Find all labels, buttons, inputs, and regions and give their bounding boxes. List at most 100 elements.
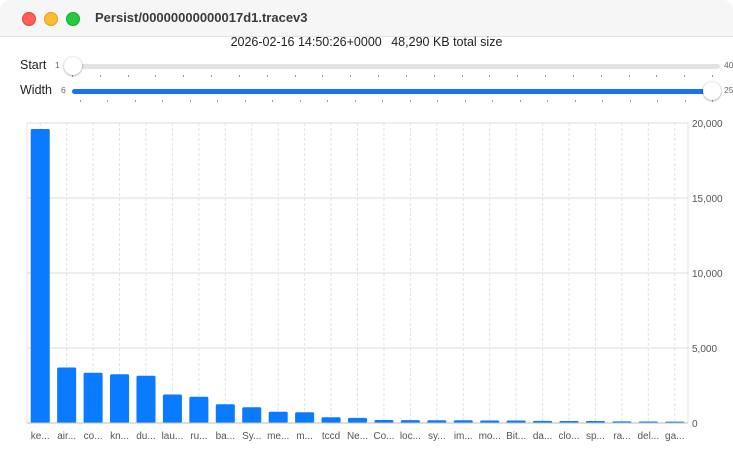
bar bbox=[30, 129, 50, 423]
bar bbox=[162, 394, 182, 423]
bar bbox=[110, 374, 130, 423]
slider-tick bbox=[134, 100, 136, 102]
bar bbox=[189, 396, 209, 423]
file-total-size: 48,290 KB total size bbox=[391, 35, 503, 49]
slider-tick bbox=[437, 100, 439, 102]
x-tick-label: da... bbox=[533, 431, 552, 442]
slider-tick bbox=[409, 100, 411, 102]
slider-tick bbox=[464, 100, 466, 102]
slider-tick bbox=[189, 100, 191, 102]
x-tick-label: Ne... bbox=[347, 431, 368, 442]
slider-tick bbox=[378, 75, 380, 77]
bar bbox=[215, 404, 235, 423]
x-tick-label: loc... bbox=[400, 431, 421, 442]
x-tick-label: ru... bbox=[190, 431, 207, 442]
x-tick-label: co... bbox=[84, 431, 103, 442]
slider-tick bbox=[628, 75, 630, 77]
bar bbox=[453, 420, 473, 423]
file-timestamp: 2026-02-16 14:50:26+0000 bbox=[230, 35, 382, 49]
slider-tick bbox=[327, 100, 329, 102]
slider-tick bbox=[244, 100, 246, 102]
slider-tick bbox=[492, 100, 494, 102]
start-slider-ticks bbox=[0, 75, 733, 78]
minimize-window-button[interactable] bbox=[44, 12, 58, 26]
file-info: 2026-02-16 14:50:26+0000 48,290 KB total… bbox=[0, 35, 733, 49]
width-slider-thumb[interactable] bbox=[703, 82, 721, 100]
slider-tick bbox=[266, 75, 268, 77]
slider-tick bbox=[547, 100, 549, 102]
width-slider-row: Width 6 25 bbox=[0, 80, 733, 102]
slider-tick bbox=[712, 100, 713, 102]
width-slider-ticks bbox=[0, 100, 733, 103]
slider-tick bbox=[489, 75, 491, 77]
slider-tick bbox=[127, 75, 129, 77]
slider-tick bbox=[99, 75, 101, 77]
x-tick-label: ga... bbox=[665, 431, 684, 442]
title-bar: Persist/00000000000017d1.tracev3 bbox=[0, 0, 733, 37]
bar bbox=[400, 420, 420, 423]
x-tick-label: clo... bbox=[558, 431, 579, 442]
slider-tick bbox=[382, 100, 384, 102]
bar bbox=[480, 420, 500, 423]
slider-tick bbox=[162, 100, 164, 102]
x-tick-label: tccd bbox=[322, 431, 340, 442]
slider-tick bbox=[238, 75, 240, 77]
slider-tick bbox=[433, 75, 435, 77]
y-tick-label: 10,000 bbox=[692, 269, 723, 280]
slider-tick bbox=[656, 75, 658, 77]
slider-tick bbox=[294, 75, 296, 77]
slider-tick bbox=[80, 100, 81, 102]
slider-tick bbox=[600, 75, 602, 77]
x-tick-label: kn... bbox=[110, 431, 129, 442]
x-tick-label: lau... bbox=[162, 431, 184, 442]
width-slider-fill bbox=[72, 89, 720, 94]
window-title: Persist/00000000000017d1.tracev3 bbox=[95, 10, 308, 25]
width-slider-label: Width bbox=[20, 83, 52, 97]
bar bbox=[136, 375, 156, 423]
y-tick-label: 5,000 bbox=[692, 344, 717, 355]
bar bbox=[268, 411, 288, 423]
slider-tick bbox=[684, 100, 686, 102]
slider-tick bbox=[72, 75, 73, 77]
slider-tick bbox=[574, 100, 576, 102]
x-tick-label: sy... bbox=[428, 431, 446, 442]
slider-tick bbox=[322, 75, 324, 77]
slider-tick bbox=[545, 75, 547, 77]
slider-tick bbox=[211, 75, 213, 77]
y-tick-label: 0 bbox=[692, 419, 698, 430]
zoom-window-button[interactable] bbox=[66, 12, 80, 26]
start-slider-row: Start 1 40 bbox=[0, 55, 733, 77]
x-tick-label: du... bbox=[136, 431, 155, 442]
start-slider-thumb[interactable] bbox=[64, 57, 82, 75]
bar bbox=[83, 372, 103, 423]
bar bbox=[533, 420, 553, 423]
x-tick-label: ke... bbox=[31, 431, 50, 442]
slider-tick bbox=[657, 100, 659, 102]
start-slider-track[interactable] bbox=[64, 64, 720, 69]
slider-tick bbox=[155, 75, 157, 77]
x-tick-label: me... bbox=[267, 431, 289, 442]
bar bbox=[347, 417, 368, 423]
x-tick-label: ra... bbox=[613, 431, 630, 442]
width-slider-max: 25 bbox=[724, 85, 733, 95]
start-slider-label: Start bbox=[20, 58, 47, 72]
slider-tick bbox=[183, 75, 185, 77]
slider-tick bbox=[217, 100, 219, 102]
bar bbox=[374, 420, 394, 423]
slider-tick bbox=[107, 100, 109, 102]
close-window-button[interactable] bbox=[22, 12, 36, 26]
x-tick-label: air... bbox=[57, 431, 76, 442]
x-tick-label: im... bbox=[454, 431, 473, 442]
slider-tick bbox=[684, 75, 686, 77]
slider-tick bbox=[350, 75, 352, 77]
y-tick-label: 15,000 bbox=[692, 194, 723, 205]
bar bbox=[242, 407, 262, 423]
width-slider-track[interactable] bbox=[72, 89, 720, 94]
start-slider-min: 1 bbox=[55, 60, 60, 70]
bar bbox=[57, 367, 77, 423]
width-slider-min: 6 bbox=[61, 85, 66, 95]
x-tick-label: Sy... bbox=[242, 431, 261, 442]
x-tick-label: m... bbox=[296, 431, 313, 442]
